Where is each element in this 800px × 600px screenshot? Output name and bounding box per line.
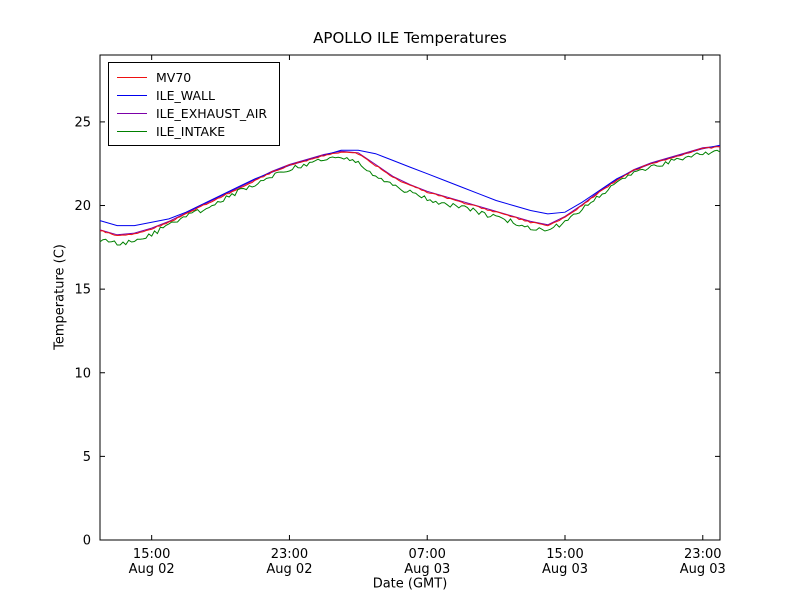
x-tick-date-label: Aug 02 (266, 562, 312, 577)
chart-title: APOLLO ILE Temperatures (313, 29, 507, 47)
y-tick-label: 5 (83, 450, 91, 465)
legend-item: ILE_EXHAUST_AIR (117, 104, 267, 122)
x-tick-time-label: 23:00 (271, 547, 308, 562)
series-line-MV70 (99, 146, 721, 237)
series-line-ILE_WALL (99, 144, 721, 227)
legend-line-swatch (117, 112, 147, 114)
legend-label: MV70 (156, 69, 192, 85)
x-tick-time-label: 23:00 (684, 547, 721, 562)
y-tick-label: 15 (74, 283, 91, 298)
legend-label: ILE_INTAKE (156, 123, 226, 139)
series-line-ILE_INTAKE (99, 149, 721, 246)
legend-line-swatch (117, 76, 147, 78)
x-tick-date-label: Aug 03 (404, 562, 450, 577)
x-tick-date-label: Aug 02 (129, 562, 175, 577)
x-axis-label: Date (GMT) (372, 576, 448, 592)
legend-label: ILE_WALL (156, 87, 215, 103)
legend-line-swatch (117, 94, 147, 96)
y-tick-label: 20 (74, 199, 91, 214)
x-tick-date-label: Aug 03 (542, 562, 588, 577)
legend-item: ILE_INTAKE (117, 122, 267, 140)
legend-line-swatch (117, 130, 147, 132)
y-tick-label: 25 (74, 115, 91, 130)
legend-item: ILE_WALL (117, 86, 267, 104)
legend-item: MV70 (117, 68, 267, 86)
x-tick-time-label: 07:00 (408, 547, 445, 562)
y-axis-label: Temperature (C) (52, 244, 68, 350)
y-tick-label: 10 (74, 366, 91, 381)
x-tick-time-label: 15:00 (546, 547, 583, 562)
legend: MV70 ILE_WALL ILE_EXHAUST_AIR ILE_INTAKE (108, 62, 281, 146)
y-tick-label: 0 (83, 534, 91, 549)
axes-frame (99, 54, 721, 541)
x-tick-date-label: Aug 03 (680, 562, 726, 577)
legend-label: ILE_EXHAUST_AIR (156, 105, 268, 121)
x-tick-time-label: 15:00 (133, 547, 170, 562)
